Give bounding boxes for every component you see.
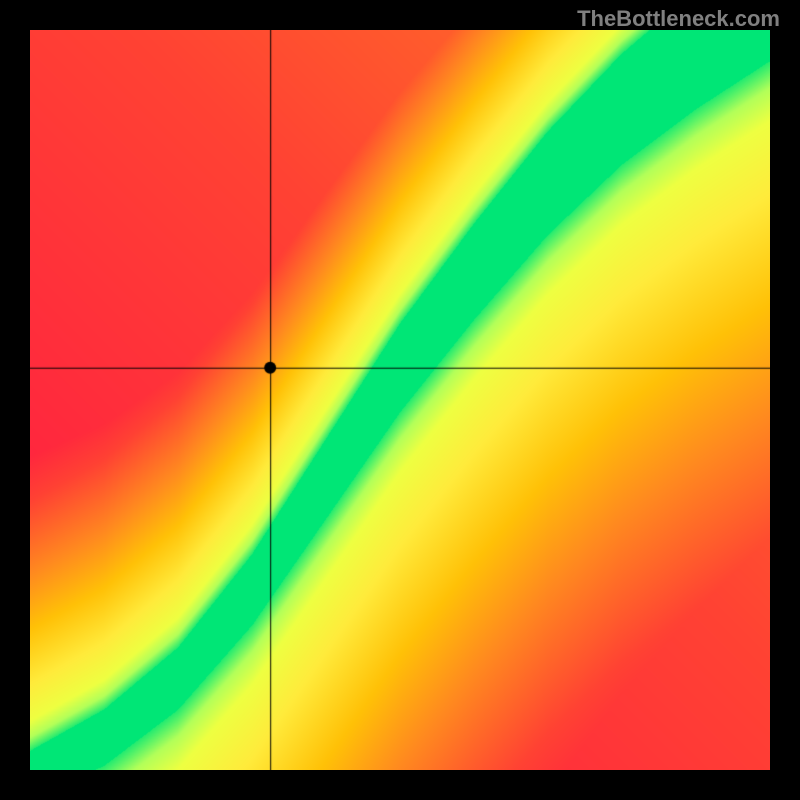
chart-container: TheBottleneck.com: [0, 0, 800, 800]
bottleneck-heatmap: [30, 30, 770, 770]
watermark-text: TheBottleneck.com: [577, 6, 780, 32]
